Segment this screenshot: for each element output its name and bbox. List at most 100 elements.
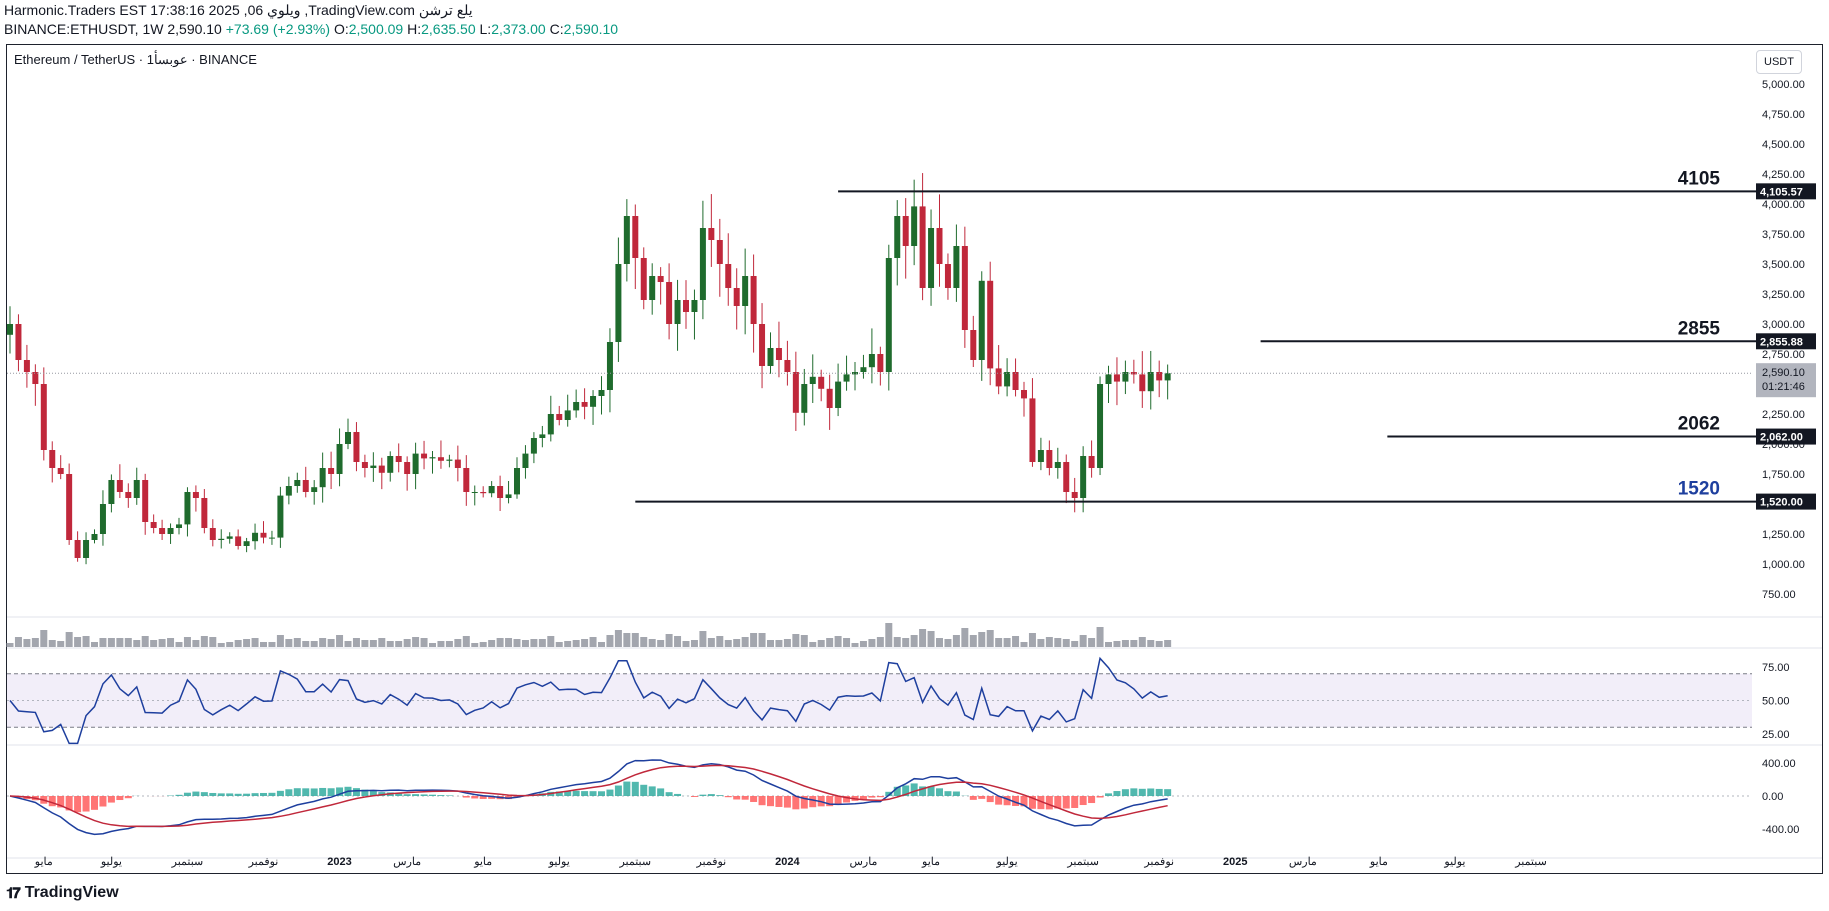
candle-body bbox=[767, 348, 774, 366]
candle-body bbox=[505, 494, 512, 498]
candle-body bbox=[471, 492, 478, 493]
macd-histogram-bar bbox=[260, 792, 267, 796]
candle-body bbox=[40, 384, 47, 450]
candle-body bbox=[23, 360, 30, 372]
candle-body bbox=[1046, 450, 1053, 468]
volume-bar bbox=[986, 630, 994, 647]
level-price-tag bbox=[1756, 493, 1816, 510]
candle-body bbox=[99, 504, 106, 534]
candle-body bbox=[1054, 462, 1061, 468]
rsi-axis-label: 75.00 bbox=[1762, 662, 1790, 674]
volume-bar bbox=[260, 642, 267, 647]
macd-histogram-bar bbox=[74, 796, 82, 813]
candle-body bbox=[378, 465, 385, 473]
y-axis-tick-label: 3,500.00 bbox=[1762, 259, 1805, 271]
macd-histogram-bar bbox=[792, 796, 800, 810]
macd-histogram-bar bbox=[952, 791, 960, 796]
volume-bar bbox=[429, 643, 436, 647]
volume-bar bbox=[1054, 638, 1062, 647]
candle-body bbox=[387, 456, 394, 473]
volume-bar bbox=[665, 634, 673, 647]
candle-body bbox=[1130, 372, 1137, 375]
macd-histogram-bar bbox=[65, 796, 73, 811]
macd-histogram-bar bbox=[834, 796, 842, 805]
candle-body bbox=[218, 538, 225, 540]
level-price-tag bbox=[1756, 333, 1816, 350]
macd-histogram-bar bbox=[885, 791, 893, 796]
candle-body bbox=[328, 468, 335, 474]
x-axis-tick-label: مايو bbox=[1369, 856, 1388, 868]
candle-body bbox=[1164, 373, 1171, 381]
volume-bar bbox=[640, 637, 648, 647]
volume-bar bbox=[352, 638, 360, 647]
candle-body bbox=[801, 384, 808, 413]
macd-histogram-bar bbox=[462, 796, 470, 798]
macd-histogram-bar bbox=[598, 791, 605, 796]
macd-axis-label: 400.00 bbox=[1762, 758, 1796, 770]
candle-body bbox=[1021, 390, 1027, 399]
x-axis-tick-label: مايو bbox=[921, 856, 940, 868]
macd-histogram-bar bbox=[631, 781, 639, 796]
macd-histogram-bar bbox=[226, 793, 234, 796]
macd-histogram-bar bbox=[1130, 788, 1138, 796]
candle-body bbox=[15, 324, 22, 360]
candle-body bbox=[606, 342, 613, 390]
macd-histogram-bar bbox=[209, 792, 217, 796]
symbol-ohlc-line: BINANCE:ETHUSDT, 1W 2,590.10 +73.69 (+2.… bbox=[4, 21, 618, 37]
volume-bar bbox=[369, 640, 377, 647]
volume-bar bbox=[1028, 633, 1036, 647]
macd-histogram-bar bbox=[395, 793, 403, 796]
candle-body bbox=[674, 300, 681, 324]
volume-bar bbox=[682, 641, 690, 647]
candle-body bbox=[623, 216, 630, 264]
macd-histogram-bar bbox=[327, 788, 335, 796]
currency-button[interactable]: USDT bbox=[1756, 50, 1802, 74]
macd-histogram-bar bbox=[437, 795, 445, 796]
macd-histogram-bar bbox=[944, 791, 952, 796]
x-axis-tick-label: نوفمبر bbox=[695, 856, 726, 868]
volume-bar bbox=[1037, 639, 1045, 647]
macd-histogram-bar bbox=[420, 794, 428, 796]
macd-histogram-bar bbox=[910, 783, 918, 796]
symbol-info: BINANCE:ETHUSDT, 1W 2,590.10 bbox=[4, 21, 222, 37]
macd-histogram-bar bbox=[1155, 788, 1163, 796]
macd-histogram-bar bbox=[690, 796, 698, 797]
chart-frame[interactable] bbox=[6, 44, 1823, 874]
symbol-legend: Ethereum / TetherUS · 1عوبسأ · BINANCE bbox=[14, 52, 257, 67]
candle-body bbox=[108, 480, 115, 504]
macd-histogram-bar bbox=[843, 796, 851, 803]
volume-bar bbox=[538, 639, 546, 647]
volume-bar bbox=[817, 640, 825, 647]
price-change: +73.69 (+2.93%) bbox=[225, 21, 331, 37]
volume-bar bbox=[775, 640, 783, 647]
candle-body bbox=[1071, 492, 1078, 498]
candle-body bbox=[590, 396, 597, 407]
macd-histogram-bar bbox=[733, 796, 741, 800]
macd-histogram-bar bbox=[1054, 796, 1062, 809]
level-price-label: 2,062.00 bbox=[1760, 432, 1803, 444]
volume-bar bbox=[843, 638, 851, 647]
volume-bar bbox=[1088, 638, 1096, 647]
candle-body bbox=[556, 414, 563, 420]
candle-body bbox=[818, 376, 825, 389]
candle-body bbox=[192, 492, 199, 498]
macd-histogram-bar bbox=[767, 796, 774, 807]
candle-body bbox=[919, 206, 926, 288]
volume-bar bbox=[1062, 639, 1070, 647]
volume-bar bbox=[1138, 637, 1146, 647]
macd-histogram-bar bbox=[614, 785, 622, 796]
candle-body bbox=[885, 258, 892, 372]
tradingview-logo[interactable]: 𝟏𝟕 TradingView bbox=[6, 884, 119, 902]
candle-body bbox=[142, 480, 149, 522]
macd-histogram-bar bbox=[640, 784, 648, 796]
candle-body bbox=[480, 492, 487, 494]
candle-body bbox=[454, 459, 461, 468]
macd-histogram-bar bbox=[936, 788, 943, 796]
volume-bar bbox=[48, 640, 56, 647]
candle-body bbox=[116, 480, 123, 492]
macd-histogram-bar bbox=[969, 796, 977, 800]
volume-bar bbox=[969, 635, 977, 647]
y-axis-tick-label: 4,500.00 bbox=[1762, 139, 1805, 151]
macd-signal-line bbox=[9, 764, 1168, 828]
